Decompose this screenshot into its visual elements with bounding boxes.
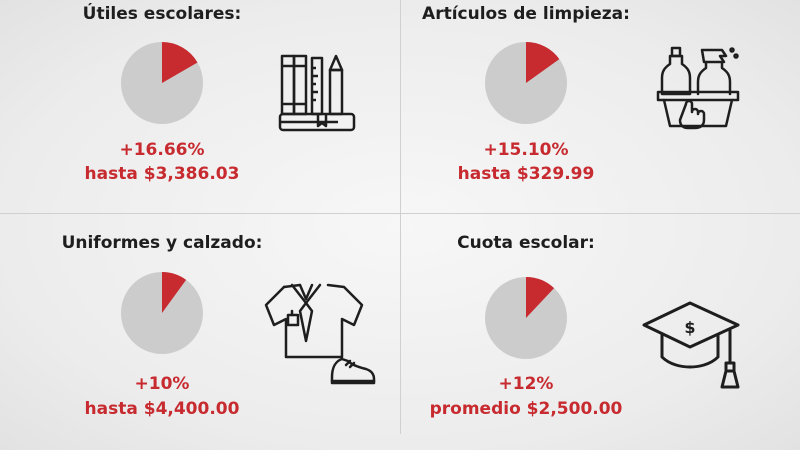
price-amount: hasta $3,386.03	[84, 164, 240, 184]
price-amount: hasta $4,400.00	[84, 399, 240, 419]
card-uniformes-calzado: Uniformes y calzado: +10% hasta $4,400.0…	[0, 225, 400, 450]
pie-slice-increase	[162, 272, 187, 313]
pie-chart	[121, 272, 203, 354]
svg-text:$: $	[684, 318, 695, 337]
pie-chart	[121, 42, 203, 124]
price-amount: hasta $329.99	[457, 164, 595, 184]
card-title: Útiles escolares:	[82, 4, 242, 24]
school-supplies-icon	[278, 54, 356, 132]
pie-slice-increase	[526, 42, 560, 83]
pie-chart	[485, 277, 567, 359]
change-percent: +12%	[498, 374, 554, 394]
pie-slice-increase	[526, 277, 555, 318]
horizontal-divider	[0, 213, 800, 214]
card-title: Artículos de limpieza:	[422, 4, 630, 24]
cleaning-supplies-icon	[656, 46, 740, 130]
card-articulos-limpieza: Artículos de limpieza: +15.10% hasta $32…	[400, 0, 800, 225]
card-cuota-escolar: Cuota escolar: $ +12% promedio $2,500.00	[400, 225, 800, 450]
card-title: Cuota escolar:	[457, 233, 595, 253]
change-percent: +15.10%	[483, 140, 569, 160]
card-title: Uniformes y calzado:	[61, 233, 263, 253]
change-percent: +10%	[134, 374, 190, 394]
price-amount: promedio $2,500.00	[429, 399, 623, 419]
change-percent: +16.66%	[119, 140, 205, 160]
graduation-cap-icon: $	[642, 301, 740, 389]
uniform-shoe-icon	[264, 283, 376, 385]
pie-slice-increase	[162, 42, 198, 83]
card-utiles-escolares: Útiles escolares: +16.66% hasta $3,386.0…	[0, 0, 400, 225]
vertical-divider	[400, 0, 401, 434]
pie-chart	[485, 42, 567, 124]
